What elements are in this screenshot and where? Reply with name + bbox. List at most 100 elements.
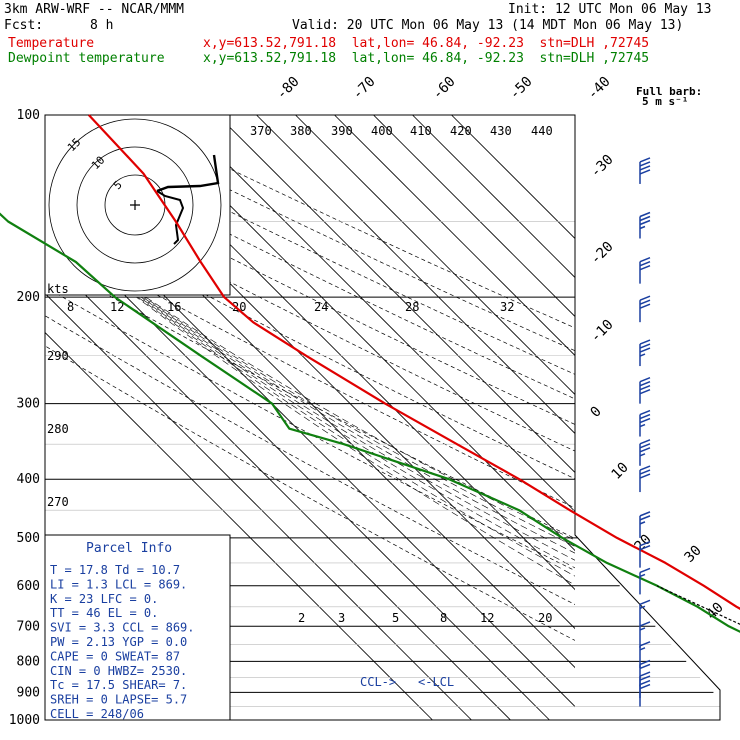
temperature-legend: Temperature bbox=[8, 36, 95, 51]
mixing-ratio-labels: 2 3 5 8 12 20 bbox=[298, 611, 552, 625]
lcl-marker: <-LCL bbox=[418, 675, 454, 689]
pressure-label: 600 bbox=[17, 579, 40, 594]
adiabat-label: 28 bbox=[405, 300, 419, 314]
wind-barb-flag bbox=[639, 621, 651, 627]
dewpoint-location: x,y=613.52,791.18 lat,lon= 46.84, -92.23… bbox=[203, 51, 650, 66]
wind-barb-flag bbox=[639, 339, 651, 345]
isotherm bbox=[45, 292, 472, 720]
isotherm bbox=[45, 253, 511, 720]
wind-barb-flag bbox=[639, 388, 651, 395]
wind-barb-flag bbox=[639, 413, 651, 420]
moist-adiabat bbox=[145, 296, 575, 541]
wind-legend-unit: 5 m s⁻¹ bbox=[642, 95, 689, 108]
sounding-lines bbox=[0, 114, 740, 633]
moist-adiabat bbox=[136, 296, 575, 586]
temperature-location: x,y=613.52,791.18 lat,lon= 46.84, -92.23… bbox=[203, 36, 650, 51]
mixing-ratio-label: 8 bbox=[440, 611, 447, 625]
theta-labels: 290 280 270 bbox=[47, 349, 69, 509]
pressure-label: 500 bbox=[17, 531, 40, 546]
parcel-info-row: K = 23 LFC = 0. bbox=[50, 592, 158, 606]
wind-barb-flag bbox=[639, 511, 651, 517]
isotherm bbox=[412, 115, 575, 279]
hodograph-ring bbox=[48, 118, 222, 292]
pressure-label: 300 bbox=[17, 397, 40, 412]
pressure-label: 1000 bbox=[9, 713, 40, 728]
parcel-info-box: Parcel Info T = 17.8 Td = 10.7LI = 1.3 LC… bbox=[44, 534, 231, 721]
dewpoint-line bbox=[0, 212, 740, 633]
wind-barb-flag bbox=[639, 169, 651, 175]
pressure-label: 800 bbox=[17, 654, 40, 669]
dewpoint-legend: Dewpoint temperature bbox=[8, 51, 165, 66]
isotherm-label: -20 bbox=[588, 239, 617, 268]
wind-barb-half bbox=[639, 453, 646, 457]
isotherm bbox=[451, 115, 575, 240]
wind-barb-half bbox=[639, 353, 646, 357]
wind-barb-flag bbox=[639, 347, 651, 353]
wind-barb-half bbox=[639, 225, 646, 230]
theta-label: 290 bbox=[47, 349, 69, 363]
adiabat-label: 8 bbox=[67, 300, 74, 314]
isotherm-label: -60 bbox=[430, 74, 459, 103]
wind-barb-flag bbox=[639, 161, 651, 167]
wind-barb-flag bbox=[639, 465, 651, 471]
wind-barb-flag bbox=[639, 469, 651, 475]
wind-barb-flag bbox=[639, 675, 651, 681]
wind-barb-flag bbox=[639, 439, 651, 445]
forecast-hour: 8 h bbox=[90, 18, 114, 33]
wind-barb-flag bbox=[639, 165, 651, 171]
hodograph-unit: kts bbox=[47, 282, 69, 296]
wind-barb-flag bbox=[639, 683, 651, 690]
wind-barb-flag bbox=[639, 215, 651, 222]
wind-barb-flag bbox=[639, 219, 651, 226]
wind-barb-flag bbox=[639, 256, 651, 263]
parcel-info-row: SREH = 0 LAPSE= 5.7 bbox=[50, 693, 187, 707]
parcel-path bbox=[656, 585, 740, 625]
wind-barb-flag bbox=[639, 679, 651, 686]
parcel-info-row: CELL = 248/06 bbox=[50, 707, 144, 721]
wind-barb-flag bbox=[639, 671, 651, 677]
isotherm-label: -50 bbox=[507, 74, 536, 103]
wind-barb-flag bbox=[639, 447, 651, 453]
theta-e-label: 400 bbox=[371, 124, 393, 138]
wind-barb-flag bbox=[639, 343, 651, 349]
theta-e-label: 430 bbox=[490, 124, 512, 138]
theta-e-label: 370 bbox=[250, 124, 272, 138]
isotherm-label: -40 bbox=[585, 74, 614, 103]
pressure-label: 100 bbox=[17, 108, 40, 123]
isotherm-label: -70 bbox=[350, 74, 379, 103]
wind-barb-flag bbox=[639, 567, 651, 574]
theta-e-label: 420 bbox=[450, 124, 472, 138]
isotherm-label: -10 bbox=[588, 317, 617, 346]
wind-legend-title: Full barb: bbox=[636, 85, 703, 98]
isotherm-label: 40 bbox=[704, 600, 727, 623]
moist-adiabat bbox=[139, 296, 575, 569]
pressure-label: 700 bbox=[17, 619, 40, 634]
parcel-info-row: SVI = 3.3 CCL = 869. bbox=[50, 621, 195, 635]
moist-adiabat bbox=[137, 296, 575, 577]
wind-barb-flag bbox=[639, 663, 651, 670]
wind-barb-flag bbox=[639, 260, 651, 267]
isotherm-label: 0 bbox=[588, 404, 605, 421]
model-title: 3km ARW-WRF -- NCAR/MMM bbox=[4, 2, 185, 17]
mixing-ratio-label: 3 bbox=[338, 611, 345, 625]
wind-barb-flag bbox=[639, 599, 651, 605]
wind-barb-flag bbox=[639, 380, 651, 387]
wind-barb-flag bbox=[639, 295, 651, 301]
forecast-label: Fcst: bbox=[4, 18, 44, 33]
theta-e-label: 390 bbox=[331, 124, 353, 138]
parcel-info-row: CIN = 0 HWBZ= 2530. bbox=[50, 664, 187, 678]
parcel-info-title: Parcel Info bbox=[86, 541, 172, 556]
hodograph-origin bbox=[130, 200, 140, 210]
hodograph-trace bbox=[156, 190, 185, 245]
wind-barb-half bbox=[639, 647, 646, 651]
pressure-label: 900 bbox=[17, 685, 40, 700]
moist-adiabat bbox=[142, 296, 575, 554]
wind-barb-half bbox=[639, 423, 646, 428]
wind-barb-flag bbox=[639, 417, 651, 424]
theta-e-label: 380 bbox=[290, 124, 312, 138]
valid-time: Valid: 20 UTC Mon 06 May 13 (14 MDT Mon … bbox=[292, 18, 684, 33]
wind-barb-flag bbox=[639, 384, 651, 391]
isotherm-label: -30 bbox=[588, 152, 617, 181]
parcel-info-row: T = 17.8 Td = 10.7 bbox=[50, 563, 180, 577]
